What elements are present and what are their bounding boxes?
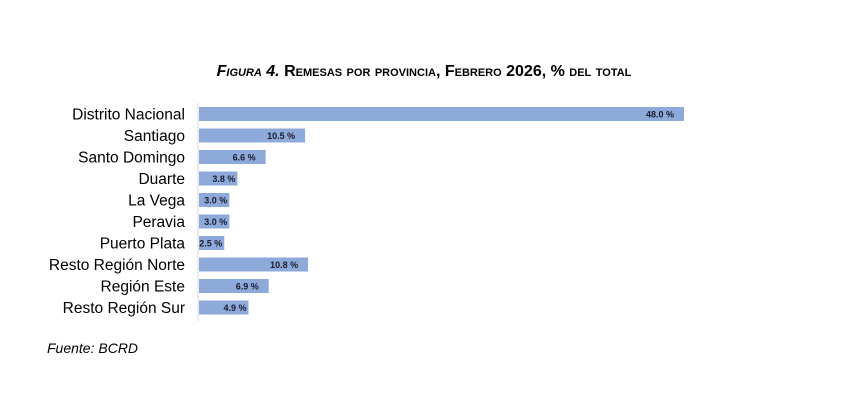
- category-label: Duarte: [138, 171, 185, 188]
- bar: [199, 193, 230, 207]
- category-label: Peravia: [132, 214, 185, 231]
- bar: [199, 128, 306, 143]
- bar: [199, 150, 266, 164]
- source-note: Fuente: BCRD: [47, 340, 139, 356]
- value-label: 4.9 %: [223, 303, 246, 313]
- bar: [199, 257, 309, 272]
- category-label: Santo Domingo: [78, 150, 185, 167]
- bar: [199, 279, 269, 293]
- value-label: 10.5 %: [267, 131, 295, 141]
- category-label: Santiago: [124, 128, 185, 145]
- bar: [199, 171, 238, 186]
- category-label: Resto Región Norte: [49, 257, 185, 274]
- value-label: 10.8 %: [270, 260, 298, 270]
- value-label: 2.5 %: [199, 239, 222, 249]
- value-label: 3.0 %: [204, 196, 227, 206]
- category-label: Resto Región Sur: [63, 300, 185, 317]
- value-label: 3.8 %: [212, 174, 235, 184]
- figure-number: Figura 4.: [216, 63, 280, 80]
- bar: [199, 236, 225, 250]
- category-label: Región Este: [101, 279, 185, 296]
- category-label: Distrito Nacional: [72, 107, 185, 124]
- value-label: 6.9 %: [236, 282, 259, 292]
- value-label: 3.0 %: [204, 217, 227, 227]
- category-label: La Vega: [128, 193, 185, 210]
- bar: [199, 214, 230, 229]
- value-label: 48.0 %: [646, 110, 674, 120]
- category-label: Puerto Plata: [100, 236, 186, 253]
- value-label: 6.6 %: [233, 153, 256, 163]
- chart-title: Figura 4. Remesas por provincia, Febrero…: [0, 63, 848, 81]
- bar: [199, 107, 684, 121]
- bar: [199, 300, 249, 315]
- title-text: Remesas por provincia, Febrero 2026, % d…: [284, 63, 632, 80]
